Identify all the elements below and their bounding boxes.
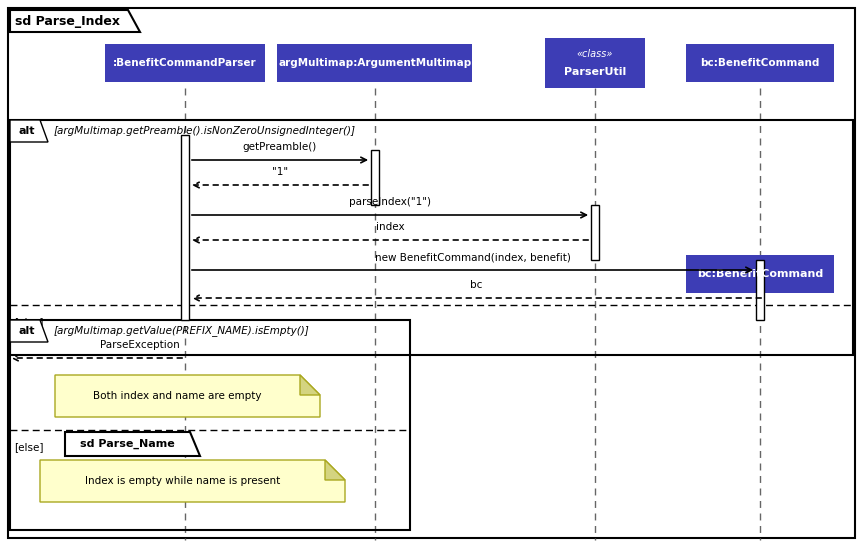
Text: bc:BenefitCommand: bc:BenefitCommand [697,269,823,279]
Polygon shape [10,320,48,342]
Text: :BenefitCommandParser: :BenefitCommandParser [113,58,257,68]
Text: new BenefitCommand(index, benefit): new BenefitCommand(index, benefit) [375,252,570,262]
Text: [else]: [else] [14,317,43,327]
Text: Both index and name are empty: Both index and name are empty [93,391,261,401]
Text: sd Parse_Index: sd Parse_Index [15,15,120,27]
Bar [756,260,764,320]
Text: "1": "1" [272,167,288,177]
Text: ParserUtil: ParserUtil [564,67,627,77]
Bar [105,44,265,82]
Polygon shape [65,432,200,456]
Polygon shape [10,120,48,142]
Bar [686,255,834,293]
Bar [545,38,645,88]
Text: argMultimap:ArgumentMultimap: argMultimap:ArgumentMultimap [279,58,471,68]
Text: [argMultimap.getValue(PREFIX_NAME).isEmpty()]: [argMultimap.getValue(PREFIX_NAME).isEmp… [54,325,310,336]
Bar [278,44,473,82]
Bar [181,135,189,320]
Text: alt: alt [18,126,35,136]
Text: [argMultimap.getPreamble().isNonZeroUnsignedInteger()]: [argMultimap.getPreamble().isNonZeroUnsi… [54,126,356,136]
Polygon shape [55,375,320,417]
Polygon shape [10,10,140,32]
Bar [591,205,599,260]
Text: ParseException: ParseException [100,340,180,350]
Bar [10,320,410,530]
Text: index: index [375,222,404,232]
Polygon shape [300,375,320,395]
Polygon shape [325,460,345,480]
Text: alt: alt [18,326,35,336]
Text: bc:BenefitCommand: bc:BenefitCommand [700,58,820,68]
Polygon shape [40,460,345,502]
Text: parseIndex("1"): parseIndex("1") [349,197,431,207]
Text: [else]: [else] [14,442,43,452]
Text: getPreamble(): getPreamble() [243,142,317,152]
Text: «class»: «class» [576,49,614,59]
Bar [686,44,834,82]
Text: sd Parse_Name: sd Parse_Name [80,439,175,449]
Text: Index is empty while name is present: Index is empty while name is present [85,476,280,486]
Bar [10,120,853,355]
Text: bc: bc [470,280,482,290]
Bar [371,150,379,205]
